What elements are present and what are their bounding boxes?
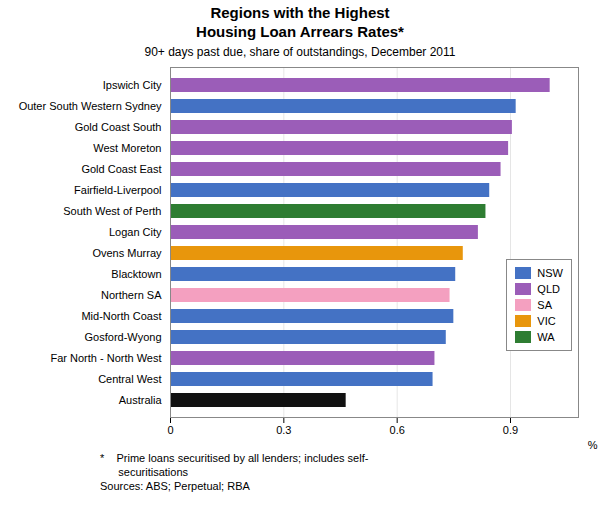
svg-text:Gosford-Wyong: Gosford-Wyong: [85, 331, 162, 343]
svg-text:Blacktown: Blacktown: [111, 268, 161, 280]
html-text:SA: SA: [537, 298, 552, 311]
html-text:QLD: QLD: [537, 282, 560, 295]
svg-text:%: %: [588, 438, 598, 450]
html-text:WA: WA: [537, 330, 555, 343]
html-text:90+ days past due, share of ou: 90+ days past due, share of outstandings…: [144, 44, 456, 59]
svg-text:South West of Perth: South West of Perth: [63, 205, 161, 217]
svg-text:0: 0: [167, 424, 173, 436]
svg-text:Far North - North West: Far North - North West: [50, 352, 161, 364]
svg-text:Gold Coast East: Gold Coast East: [81, 163, 161, 175]
svg-text:Logan City: Logan City: [109, 226, 162, 238]
svg-text:0.9: 0.9: [503, 424, 518, 436]
svg-text:Central West: Central West: [98, 373, 161, 385]
svg-text:0.3: 0.3: [276, 424, 291, 436]
html-text:NSW: NSW: [537, 266, 563, 279]
svg-text:Gold Coast South: Gold Coast South: [75, 121, 162, 133]
html-text:Regions with the Highest Housi: Regions with the Highest Housing Loan Ar…: [196, 4, 404, 40]
html-text:VIC: VIC: [537, 314, 556, 327]
svg-text:West Moreton: West Moreton: [93, 142, 161, 154]
svg-text:Ovens Murray: Ovens Murray: [92, 247, 162, 259]
svg-text:Australia: Australia: [119, 394, 163, 406]
svg-text:Outer South Western Sydney: Outer South Western Sydney: [19, 100, 162, 112]
svg-text:0.6: 0.6: [390, 424, 405, 436]
svg-text:Fairfield-Liverpool: Fairfield-Liverpool: [74, 184, 161, 196]
svg-text:Ipswich City: Ipswich City: [103, 79, 162, 91]
html-text:* Prime loans securitised by a: * Prime loans securitised by all lenders…: [100, 451, 369, 493]
svg-text:Northern SA: Northern SA: [101, 289, 162, 301]
svg-text:Mid-North Coast: Mid-North Coast: [81, 310, 161, 322]
